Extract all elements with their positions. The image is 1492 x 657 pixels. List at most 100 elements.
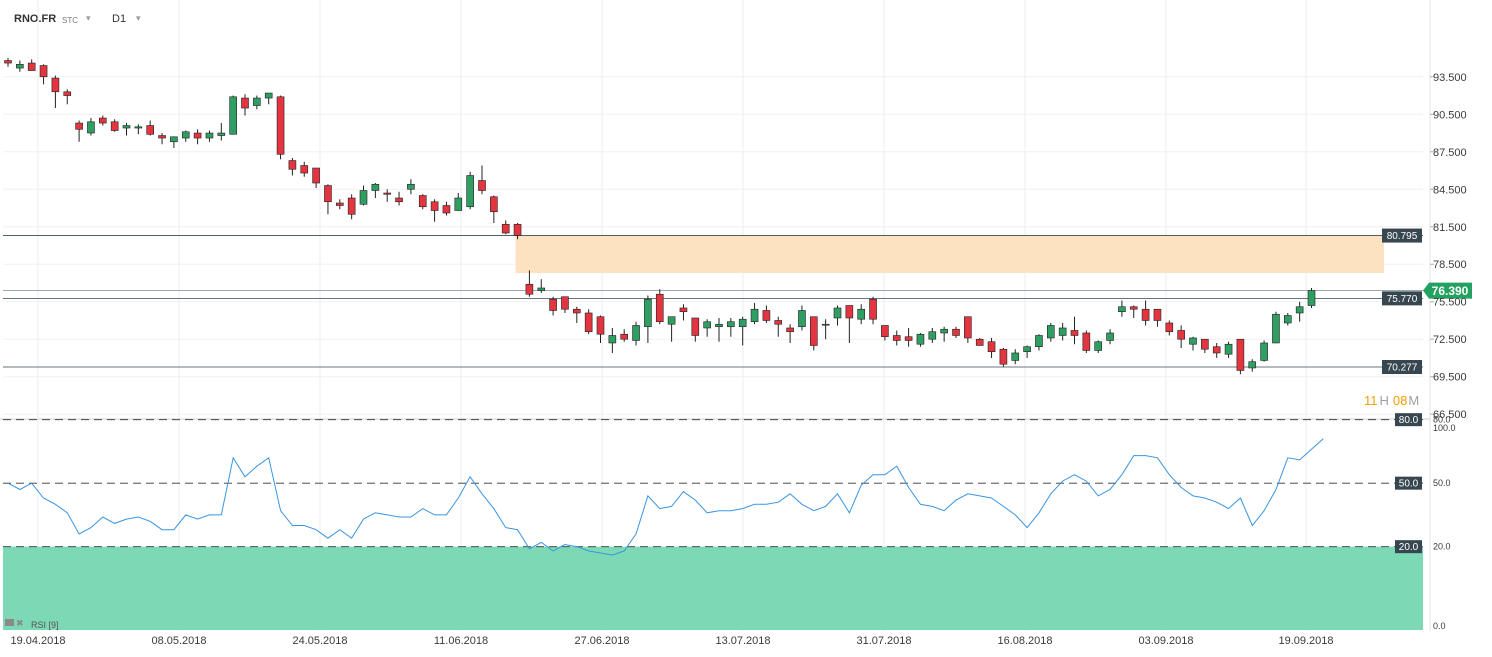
symbol-dropdown-icon[interactable]: ▾ — [86, 13, 91, 23]
candle-body — [1106, 332, 1114, 341]
last-price-label: 76.390 — [1432, 284, 1469, 298]
candle-body — [466, 175, 474, 208]
candle-body — [1260, 342, 1268, 361]
candle-body — [27, 62, 36, 71]
candle-body — [158, 135, 166, 139]
rsi-tick-label: 20.0 — [1433, 542, 1451, 552]
candle-body — [407, 183, 415, 190]
candle-body — [418, 195, 427, 208]
candle-body — [952, 328, 960, 336]
candle-body — [288, 160, 297, 170]
date-tick-label: 13.07.2018 — [715, 635, 770, 647]
candle-body — [1094, 341, 1102, 351]
date-tick-label: 27.06.2018 — [574, 635, 629, 647]
price-axis: 93.500 90.500 87.500 84.500 81.500 78.500 75.5… — [1430, 72, 1467, 421]
candle-body — [727, 321, 735, 328]
candle-body — [122, 125, 131, 129]
date-tick-label: 08.05.2018 — [151, 635, 206, 647]
candle-body — [1272, 313, 1280, 344]
candle-body — [454, 197, 463, 211]
candle-body — [762, 310, 771, 321]
list-icon[interactable] — [5, 619, 14, 626]
rsi-tick-label: 0.0 — [1433, 621, 1446, 631]
candle-body — [395, 197, 403, 203]
candle-body — [715, 323, 723, 328]
candle-body — [87, 121, 95, 134]
rsi-tick-label: 100.0 — [1433, 423, 1456, 433]
candle-body — [1295, 306, 1304, 314]
rsi-panel: 80.050.020.0 100.080.050.020.00.0 — [3, 413, 1456, 631]
candle-body — [738, 318, 747, 328]
chart-toolbar: RNO.FR STC ▾ D1 ▾ — [0, 0, 300, 40]
level-label-box — [1382, 291, 1422, 306]
candle-body — [644, 298, 652, 328]
candle-body — [1224, 343, 1233, 355]
candle-body — [904, 336, 913, 341]
rsi-level-label: 80.0 — [1399, 415, 1419, 426]
candle-body — [63, 91, 72, 96]
candle-body — [478, 180, 486, 191]
candle-body — [608, 335, 617, 344]
candle-body — [549, 298, 557, 311]
candle-body — [798, 310, 806, 328]
candle-body — [572, 308, 581, 314]
candle-body — [833, 307, 842, 319]
candle-countdown: 11 H 08M — [1364, 393, 1419, 408]
rsi-tick-label: 80.0 — [1433, 415, 1451, 425]
rsi-level-label: 50.0 — [1399, 479, 1419, 490]
candle-body — [679, 307, 688, 313]
candle-body — [181, 131, 190, 139]
horizontal-levels[interactable]: 80.795 75.770 70.277 76.390 — [3, 228, 1472, 375]
date-tick-label: 16.08.2018 — [997, 635, 1052, 647]
candle-body — [1035, 335, 1043, 348]
candle-body — [51, 77, 60, 93]
countdown-m: M — [1408, 393, 1419, 408]
rsi-indicator-tag[interactable]: ✖ RSI [9] — [5, 618, 59, 630]
candle-body — [561, 296, 569, 310]
rsi-axis: 100.080.0 50.0 20.0 0.0 — [1433, 415, 1456, 631]
date-tick-label: 19.04.2018 — [10, 635, 65, 647]
timeframe-dropdown-icon[interactable]: ▾ — [136, 13, 141, 23]
close-icon[interactable]: ✖ — [16, 618, 24, 628]
candle-body — [655, 293, 664, 323]
candle-body — [359, 190, 368, 205]
price-tick-label: 72.500 — [1433, 334, 1467, 346]
rsi-line — [7, 438, 1324, 556]
rsi-oversold-band — [3, 546, 1423, 630]
candle-body — [276, 96, 285, 155]
candle-body — [999, 348, 1008, 365]
candle-body — [1165, 322, 1174, 333]
timeframe-selector[interactable]: D1 — [112, 13, 127, 25]
candle-body — [99, 117, 107, 124]
date-tick-label: 11.06.2018 — [434, 635, 488, 647]
candle-body — [110, 121, 119, 131]
last-price-tag — [1423, 282, 1472, 299]
candle-body — [750, 308, 759, 323]
candle-body — [1307, 290, 1316, 306]
countdown-h: H — [1380, 393, 1389, 408]
date-axis: 19.04.2018 08.05.2018 24.05.2018 11.06.2018… — [10, 635, 1333, 647]
candle-body — [241, 97, 249, 109]
candle-body — [229, 96, 237, 135]
candle-body — [857, 308, 866, 320]
candle-body — [584, 312, 593, 333]
candle-body — [134, 126, 143, 129]
rsi-levels: 80.0 50.0 20.0 — [3, 413, 1423, 554]
candle-body — [1082, 332, 1091, 351]
candle-body — [892, 335, 901, 341]
rsi-level-box — [1395, 413, 1422, 427]
candle-body — [335, 202, 344, 206]
rsi-tick-label: 50.0 — [1433, 478, 1451, 488]
rsi-level-label: 20.0 — [1399, 542, 1419, 553]
candle-body — [1118, 306, 1126, 313]
candle-body — [845, 305, 854, 319]
candle-body — [1212, 346, 1221, 354]
candle-body — [170, 136, 178, 143]
candle-body — [1284, 315, 1292, 324]
price-tick-label: 66.500 — [1433, 409, 1467, 421]
symbol-selector[interactable]: RNO.FR — [14, 13, 57, 25]
candle-body — [146, 125, 154, 135]
candle-body — [703, 321, 711, 329]
